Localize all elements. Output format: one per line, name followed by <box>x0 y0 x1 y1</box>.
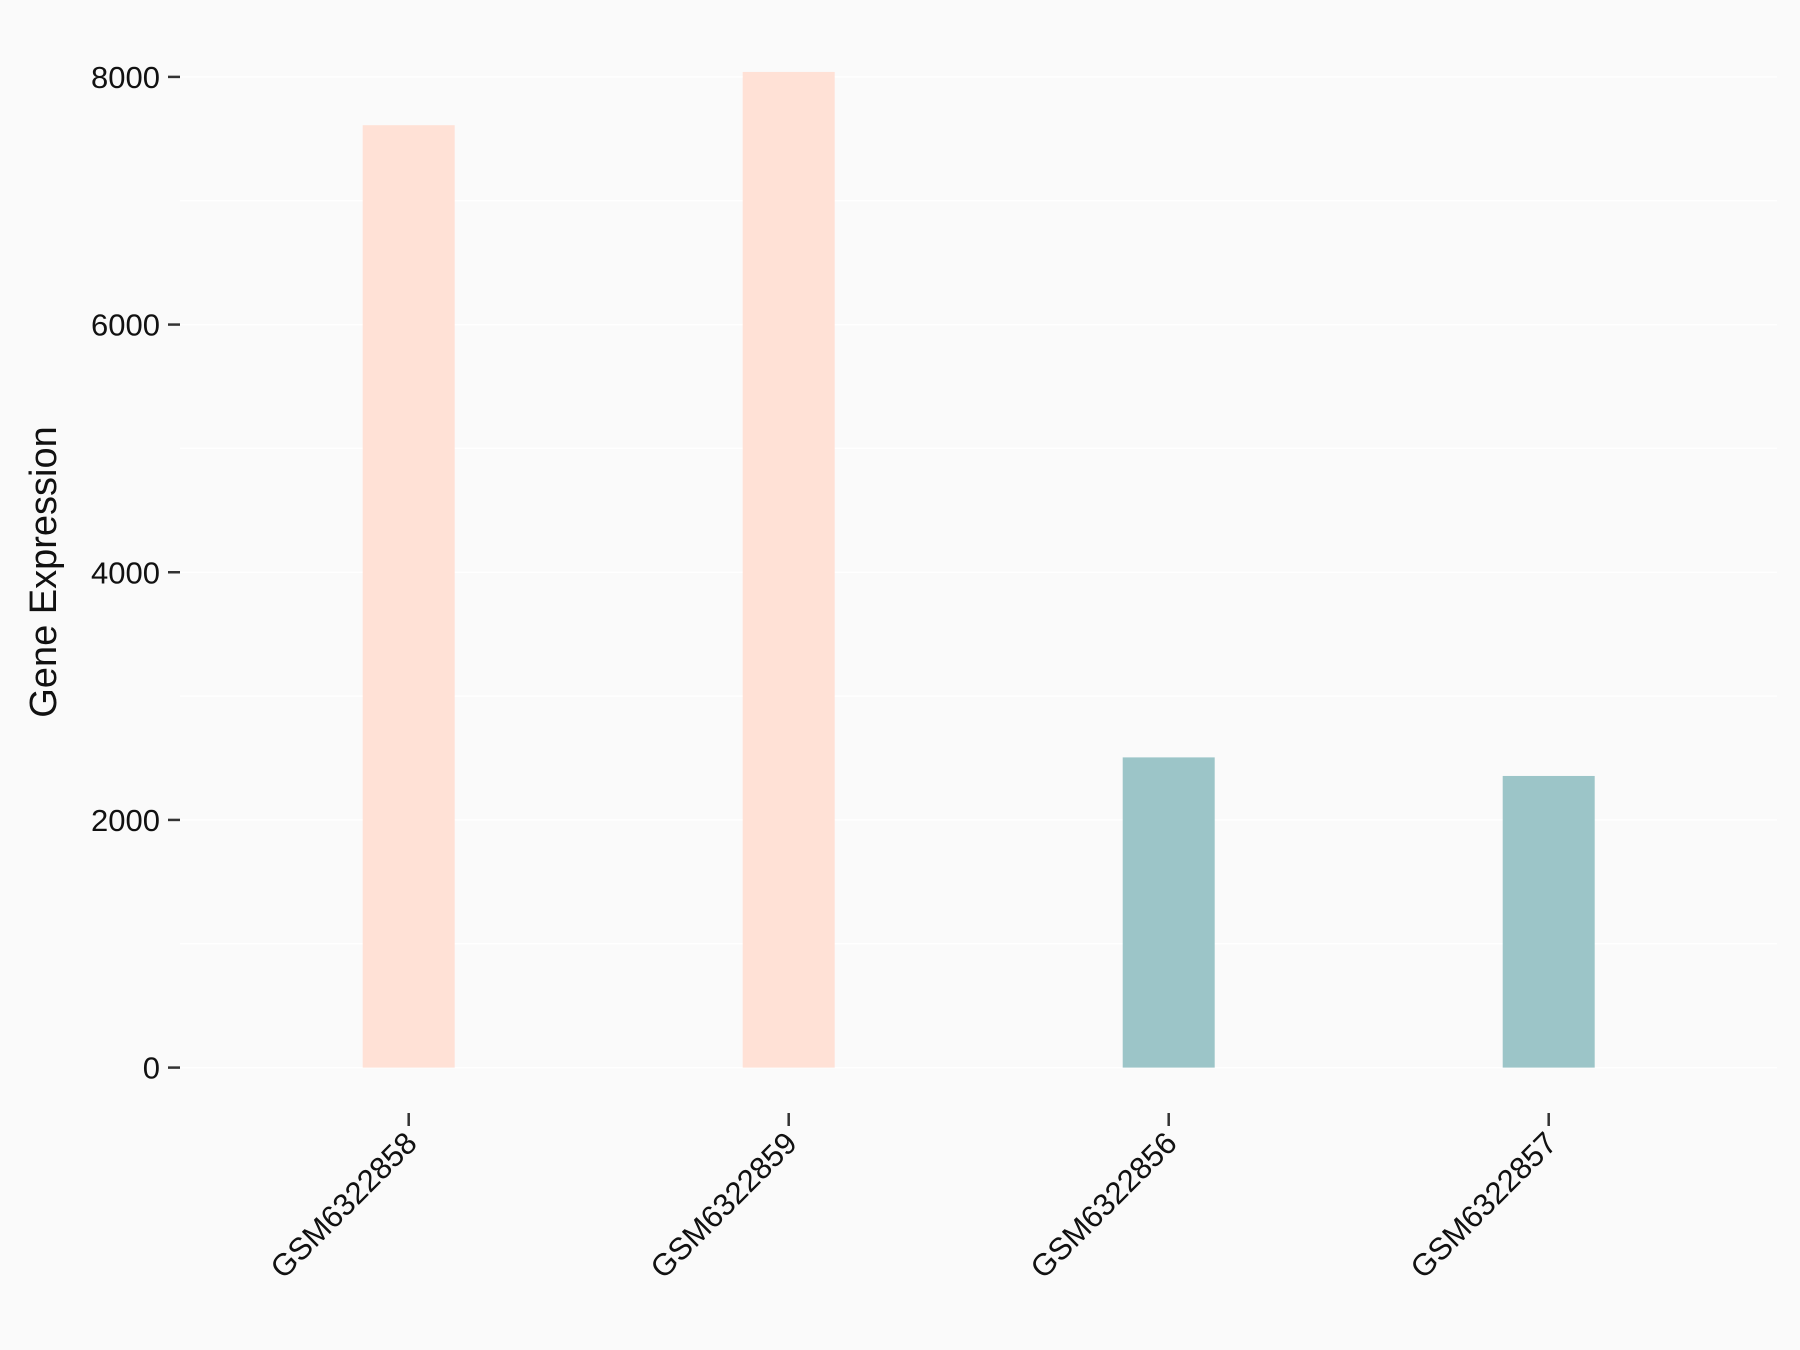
bar-GSM6322859 <box>742 71 835 1068</box>
bar-GSM6322856 <box>1122 757 1215 1068</box>
x-tick-label: GSM6322858 <box>264 1125 424 1285</box>
x-tick-label: GSM6322856 <box>1024 1125 1184 1285</box>
bar-GSM6322857 <box>1502 775 1595 1068</box>
bar-GSM6322858 <box>362 125 455 1068</box>
y-tick-label: 2000 <box>91 803 160 838</box>
y-axis: 0 2000 4000 6000 8000 <box>91 60 180 1086</box>
x-axis: GSM6322858 GSM6322859 GSM6322856 GSM6322857 <box>264 1113 1564 1285</box>
x-tick-label: GSM6322857 <box>1404 1125 1564 1285</box>
y-axis-title: Gene Expression <box>23 426 65 718</box>
y-tick-label: 8000 <box>91 60 160 95</box>
y-tick-label: 0 <box>143 1051 160 1086</box>
x-tick-label: GSM6322859 <box>644 1125 804 1285</box>
y-tick-label: 4000 <box>91 555 160 590</box>
bars <box>362 71 1595 1068</box>
y-tick-label: 6000 <box>91 308 160 343</box>
